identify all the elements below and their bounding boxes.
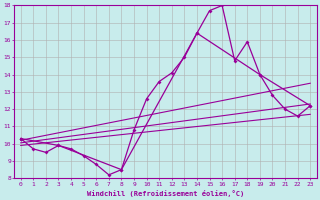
X-axis label: Windchill (Refroidissement éolien,°C): Windchill (Refroidissement éolien,°C) [87, 190, 244, 197]
